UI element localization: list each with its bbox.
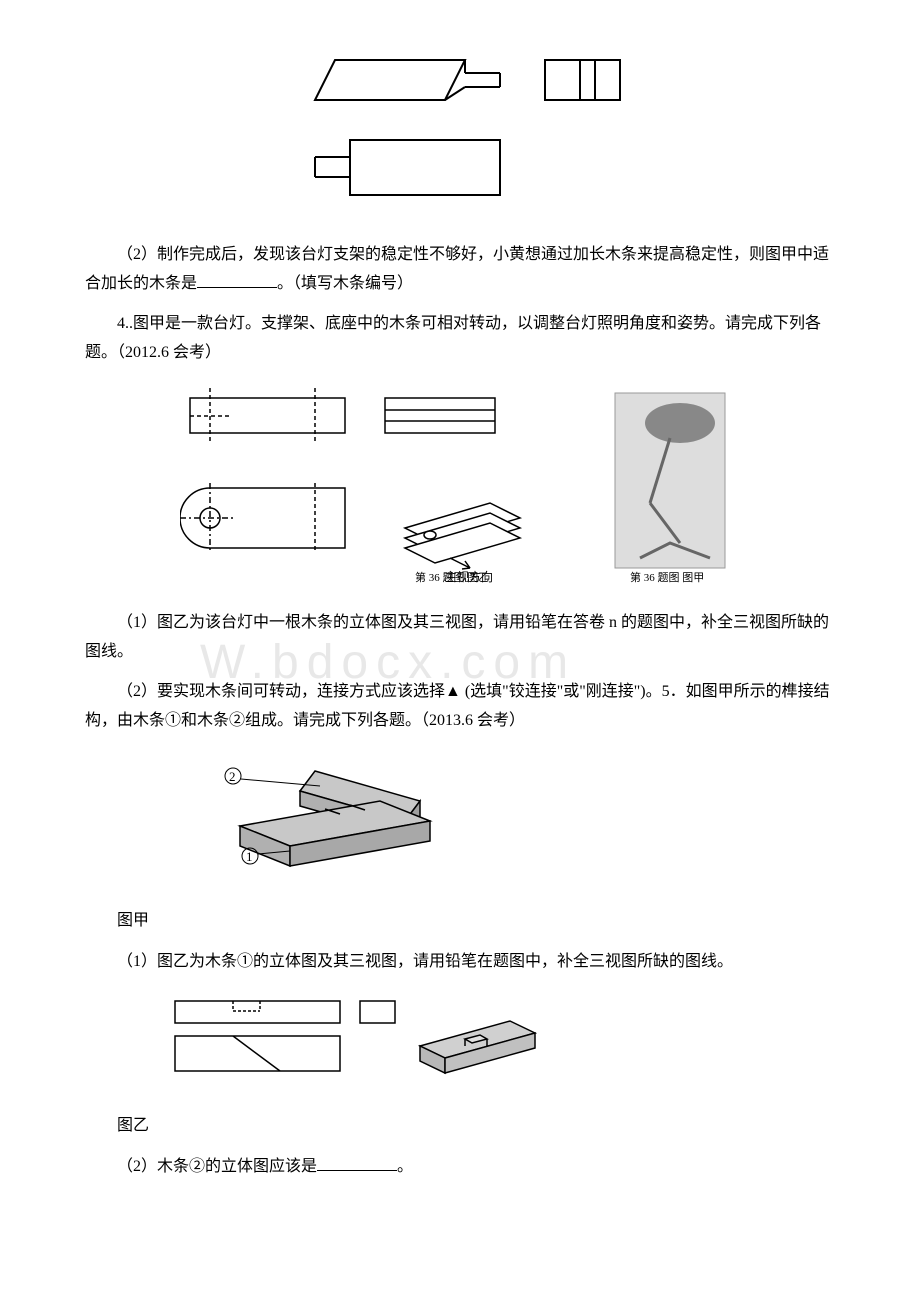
label-circle-1: 1 <box>246 849 253 864</box>
figure-q4-lamp: 主视方向 第 36 题图 图乙 第 36 题图 图甲 <box>85 383 835 594</box>
q3-part2-suffix: 。（填写木条编号） <box>277 275 413 292</box>
figure-q5-joint: 2 1 <box>85 751 835 892</box>
fig-jia-label: 图甲 <box>85 907 835 936</box>
label-circle-2: 2 <box>229 769 236 784</box>
svg-three-views-1 <box>290 45 630 215</box>
svg-mortise-joint: 2 1 <box>195 751 475 881</box>
svg-piece1-views <box>165 991 545 1086</box>
figure-q3-views <box>85 45 835 226</box>
figure-q5-piece1 <box>85 991 835 1097</box>
q5-blank <box>317 1155 397 1171</box>
q4-part1: （1）图乙为该台灯中一根木条的立体图及其三视图，请用铅笔在答卷 n 的题图中，补… <box>85 609 835 667</box>
q5-part2-main: （2）木条②的立体图应该是 <box>117 1158 317 1175</box>
q5-part2-text: （2）木条②的立体图应该是 。 <box>85 1153 835 1182</box>
svg-lamp-views: 主视方向 第 36 题图 图乙 第 36 题图 图甲 <box>180 383 740 583</box>
q4-part2: （2）要实现木条间可转动，连接方式应该选择▲ (选填"铰连接"或"刚连接")。5… <box>85 678 835 736</box>
q5-part1: （1）图乙为木条①的立体图及其三视图，请用铅笔在题图中，补全三视图所缺的图线。 <box>85 948 835 977</box>
q5-part2-suffix: 。 <box>397 1158 413 1175</box>
fig36-jia-label: 第 36 题图 图甲 <box>630 570 704 583</box>
q3-blank <box>197 272 277 288</box>
q4-intro: 4..图甲是一款台灯。支撑架、底座中的木条可相对转动，以调整台灯照明角度和姿势。… <box>85 310 835 368</box>
fig-yi-label: 图乙 <box>85 1112 835 1141</box>
fig36-yi-label: 第 36 题图 图乙 <box>415 570 489 583</box>
q3-part2-text: （2）制作完成后，发现该台灯支架的稳定性不够好，小黄想通过加长木条来提高稳定性，… <box>85 241 835 299</box>
